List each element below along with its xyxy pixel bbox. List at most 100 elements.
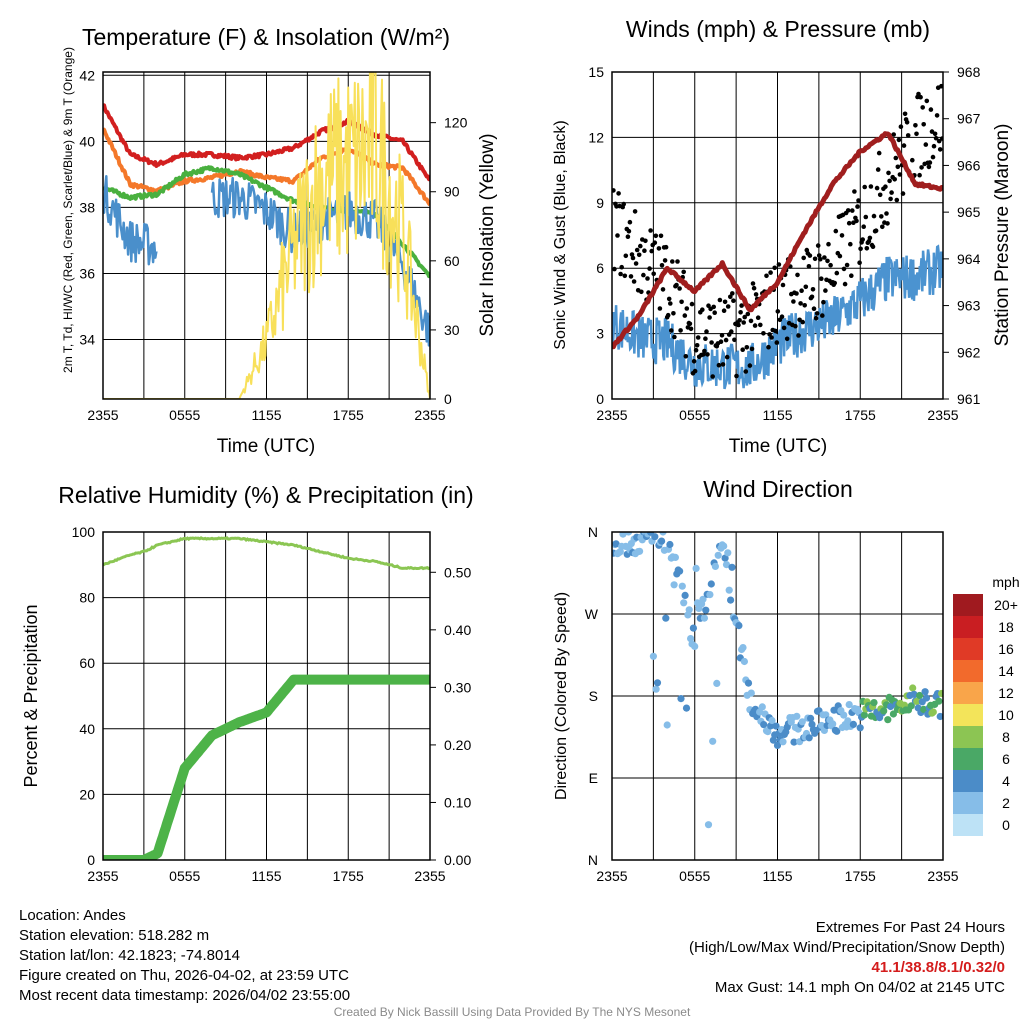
- gust-point: [670, 259, 675, 264]
- gust-point: [630, 255, 636, 261]
- y-tick-label: N: [588, 524, 598, 540]
- gust-point: [739, 303, 744, 308]
- x-tick-label: 1155: [762, 407, 792, 423]
- gust-point: [729, 329, 734, 334]
- colorbar-swatch: [953, 638, 983, 660]
- gust-point: [920, 105, 925, 110]
- y-tick-label-right: 963: [957, 298, 981, 314]
- direction-point: [760, 721, 768, 729]
- direction-point: [907, 702, 915, 710]
- gust-point: [711, 304, 716, 310]
- direction-point: [722, 561, 731, 569]
- gust-point: [742, 314, 747, 320]
- gust-point: [780, 282, 786, 288]
- gust-point: [707, 315, 712, 320]
- gust-point: [745, 311, 751, 317]
- gust-point: [875, 167, 881, 172]
- direction-point: [689, 624, 698, 632]
- direction-point: [849, 720, 858, 729]
- gust-point: [932, 131, 938, 137]
- gust-point: [918, 94, 923, 100]
- y-tick-label: 80: [79, 590, 95, 606]
- station-info: Location: Andes Station elevation: 518.2…: [19, 906, 350, 1006]
- gust-point: [874, 185, 880, 191]
- gust-point: [858, 246, 863, 252]
- gust-point: [930, 154, 936, 160]
- colorbar-swatch: [953, 616, 983, 638]
- gust-point: [862, 184, 867, 190]
- gust-point: [693, 347, 699, 353]
- direction-point: [887, 702, 895, 711]
- direction-point: [844, 717, 852, 725]
- gust-point: [820, 313, 825, 318]
- gust-point: [649, 248, 654, 254]
- gust-point: [612, 266, 617, 272]
- direction-point: [916, 691, 924, 700]
- gust-point: [895, 164, 901, 170]
- gust-point: [732, 337, 737, 343]
- y-tick-label: N: [588, 852, 598, 868]
- direction-point: [764, 728, 772, 736]
- gust-point: [672, 334, 677, 340]
- gust-point: [717, 297, 723, 303]
- colorbar-label: 0: [1002, 817, 1010, 833]
- gust-point: [702, 348, 707, 354]
- gust-point: [885, 221, 890, 226]
- gust-point: [864, 246, 870, 251]
- gust-point: [841, 266, 847, 272]
- direction-point: [860, 711, 869, 719]
- gust-point: [616, 191, 621, 196]
- gust-point: [766, 344, 771, 350]
- gust-point: [933, 135, 939, 141]
- data-layer: [103, 72, 430, 399]
- direction-point: [687, 635, 695, 643]
- direction-point: [913, 697, 921, 706]
- direction-point: [727, 596, 735, 604]
- y-tick-label-right: 961: [957, 391, 981, 407]
- direction-point: [807, 714, 815, 723]
- gust-point: [703, 336, 708, 342]
- gust-point: [833, 228, 839, 234]
- extremes-values: 41.1/38.8/8.1/0.32/0: [871, 959, 1005, 976]
- x-tick-label: 2355: [414, 407, 445, 423]
- gust-point: [642, 248, 647, 253]
- gust-point: [901, 143, 907, 148]
- gust-point: [625, 234, 631, 239]
- gust-point: [791, 299, 796, 304]
- y-tick-label-right: 30: [444, 322, 460, 338]
- y-tick-label-right: 965: [957, 204, 981, 220]
- direction-point: [920, 705, 928, 714]
- gust-point: [937, 147, 943, 152]
- location-text: Location: Andes: [19, 907, 126, 924]
- direction-point: [744, 679, 753, 687]
- x-axis-label: Time (UTC): [729, 436, 828, 457]
- chart-panel-3: Relative Humidity (%) & Precipitation (i…: [21, 482, 474, 884]
- y-tick-label: 15: [588, 64, 604, 80]
- gust-point: [816, 253, 822, 258]
- gust-point: [894, 197, 900, 203]
- plot-frame: [102, 71, 431, 400]
- y-tick-label-right: 90: [444, 184, 460, 200]
- direction-point: [935, 697, 943, 705]
- chart-title: Wind Direction: [703, 476, 853, 502]
- gust-point: [748, 318, 754, 324]
- x-tick-label: 2355: [87, 407, 118, 423]
- direction-point: [793, 712, 801, 720]
- colorbar-label: 18: [998, 619, 1014, 635]
- gust-point: [855, 204, 860, 209]
- gust-point: [743, 369, 749, 374]
- gust-point: [747, 363, 753, 368]
- gust-point: [811, 306, 817, 312]
- gust-point: [776, 262, 782, 267]
- y-tick-label: 20: [79, 786, 95, 802]
- plot-frame: [611, 71, 944, 400]
- gust-point: [886, 170, 891, 176]
- gust-point: [848, 241, 853, 247]
- gust-point: [761, 331, 766, 336]
- gust-point: [769, 335, 774, 340]
- gust-point: [639, 289, 644, 295]
- gust-point: [880, 224, 885, 230]
- gust-point: [871, 213, 877, 219]
